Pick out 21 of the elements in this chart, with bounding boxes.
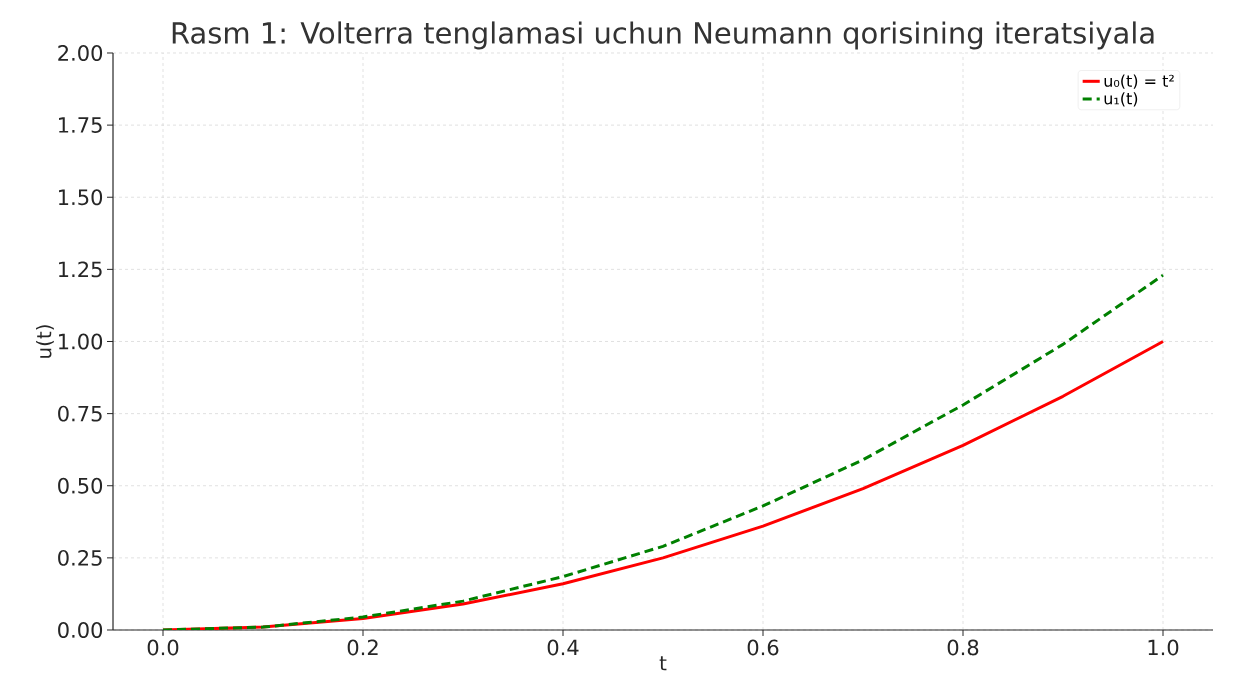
x-tick-label: 0.2 [347, 639, 378, 656]
chart-title: Rasm 1: Volterra tenglamasi uchun Neumann qorisining iteratsiyala [172, 21, 1154, 50]
x-tick-label: 0.6 [747, 639, 779, 656]
y-tick-label: 0.75 [58, 405, 102, 422]
y-tick-label: 0.00 [58, 622, 103, 638]
y-tick-label: 0.25 [58, 549, 102, 566]
x-tick-label: 1.0 [1148, 639, 1179, 656]
y-axis-title: u(t) [36, 325, 54, 358]
legend-label: u₀(t) = t² [1104, 74, 1174, 89]
y-tick-label: 1.50 [59, 189, 103, 206]
x-tick-label: 0.0 [147, 639, 179, 656]
line-series [161, 273, 1165, 630]
y-tick-label: 1.25 [59, 261, 102, 278]
y-tick-label: 0.50 [58, 477, 103, 494]
legend-label: u₁(t) [1104, 92, 1138, 107]
x-tick-label: 0.8 [947, 639, 979, 656]
y-tick-label: 2.00 [58, 45, 103, 61]
x-tick-label: 0.4 [547, 639, 579, 656]
x-axis-title: t [659, 656, 667, 671]
y-tick-label: 1.00 [59, 333, 103, 350]
y-tick-label: 1.75 [59, 117, 102, 133]
